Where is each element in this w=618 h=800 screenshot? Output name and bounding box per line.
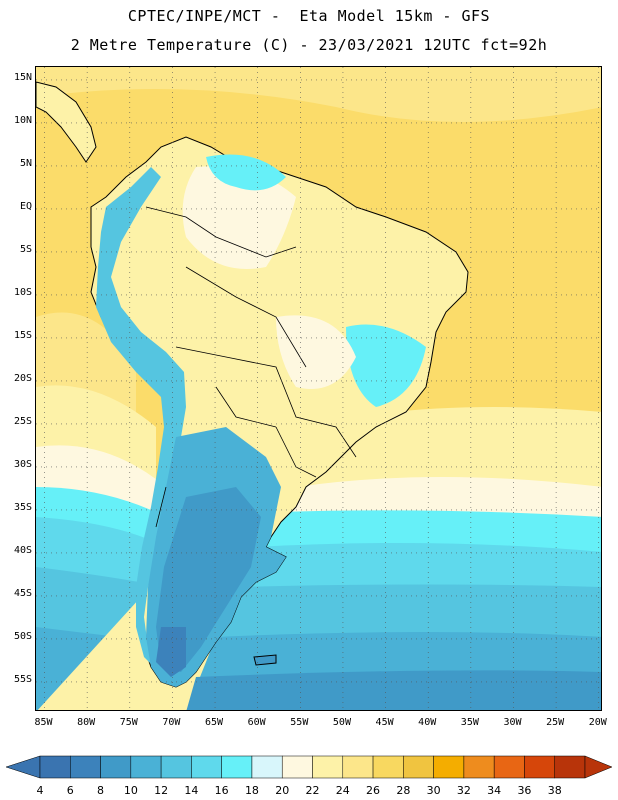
- longitude-label: 25W: [546, 717, 565, 728]
- map-subtitle: 2 Metre Temperature (C) - 23/03/2021 12U…: [70, 36, 548, 54]
- latitude-label: 5S: [19, 243, 32, 255]
- latitude-label: 10S: [13, 286, 32, 298]
- southern-tip-zone: [156, 627, 186, 677]
- longitude-label: 85W: [34, 717, 53, 728]
- latitude-label: 10N: [13, 114, 32, 126]
- colorbar-level-label: 12: [154, 784, 169, 797]
- colorbar-swatch: [221, 755, 253, 779]
- colorbar-level-label: 38: [547, 784, 562, 797]
- colorbar-swatch: [39, 755, 71, 779]
- colorbar-swatch: [493, 755, 525, 779]
- temperature-colorbar: [5, 755, 613, 779]
- colorbar-level-label: 24: [335, 784, 350, 797]
- latitude-label: 50S: [13, 630, 32, 642]
- patagonia-colder-core: [156, 487, 261, 672]
- latitude-label: 5N: [19, 157, 32, 169]
- latitude-label: 15S: [13, 329, 32, 341]
- longitude-label: 35W: [460, 717, 479, 728]
- latitude-label: 40S: [13, 544, 32, 556]
- map-title: CPTEC/INPE/MCT - Eta Model 15km - GFS: [127, 7, 491, 25]
- colorbar-swatch: [70, 755, 101, 779]
- longitude-label: 50W: [332, 717, 351, 728]
- colorbar-high-arrow: [584, 755, 613, 779]
- colorbar-level-label: 14: [184, 784, 199, 797]
- latitude-label: 30S: [13, 458, 32, 470]
- colorbar-swatch: [100, 755, 132, 779]
- latitude-label: EQ: [19, 200, 32, 212]
- colorbar-swatch: [433, 755, 465, 779]
- longitude-label: 75W: [119, 717, 138, 728]
- colorbar-swatch: [554, 755, 586, 779]
- longitude-label: 45W: [375, 717, 394, 728]
- temperature-map: [35, 66, 602, 711]
- amazon-cool-zone: [182, 166, 296, 269]
- colorbar-swatch: [342, 755, 374, 779]
- colorbar-swatch: [372, 755, 404, 779]
- andes-cold-strip: [96, 167, 186, 667]
- longitude-label: 80W: [77, 717, 96, 728]
- colorbar-level-label: 34: [487, 784, 502, 797]
- brazil-highlands-zone: [346, 324, 426, 407]
- colorbar-level-label: 18: [244, 784, 259, 797]
- colorbar-level-label: 8: [97, 784, 105, 797]
- colorbar-swatch: [130, 755, 162, 779]
- longitude-label: 30W: [503, 717, 522, 728]
- latitude-label: 55S: [13, 673, 32, 685]
- longitude-label: 40W: [418, 717, 437, 728]
- colorbar-level-label: 16: [214, 784, 229, 797]
- country-borders: [145, 206, 357, 528]
- central-brazil-zone: [276, 315, 356, 389]
- colorbar-level-label: 10: [123, 784, 138, 797]
- falkland-islands: [253, 654, 277, 666]
- longitude-label: 55W: [290, 717, 309, 728]
- colorbar-level-label: 30: [426, 784, 441, 797]
- north-ocean-band: [36, 67, 601, 122]
- colorbar-level-label: 36: [517, 784, 532, 797]
- colorbar-swatch: [312, 755, 344, 779]
- colorbar-level-label: 32: [456, 784, 471, 797]
- map-canvas: [36, 67, 601, 710]
- longitude-label: 65W: [205, 717, 224, 728]
- longitude-label: 70W: [162, 717, 181, 728]
- colorbar-level-label: 22: [305, 784, 320, 797]
- atlantic-band-7: [186, 670, 601, 710]
- latitude-label: 15N: [13, 71, 32, 83]
- colorbar-level-label: 28: [396, 784, 411, 797]
- colorbar-swatch: [160, 755, 192, 779]
- colorbar-low-arrow: [5, 755, 41, 779]
- central-america-landmass: [36, 81, 97, 163]
- latitude-label: 25S: [13, 415, 32, 427]
- colorbar-swatch: [524, 755, 555, 779]
- colorbar-swatch: [251, 755, 283, 779]
- latitude-label: 45S: [13, 587, 32, 599]
- colorbar-swatch: [463, 755, 495, 779]
- guiana-highlands-zone: [206, 154, 286, 191]
- latitude-label: 20S: [13, 372, 32, 384]
- colorbar-level-label: 6: [66, 784, 74, 797]
- longitude-label: 20W: [588, 717, 607, 728]
- latitude-label: 35S: [13, 501, 32, 513]
- colorbar-swatch: [403, 755, 434, 779]
- longitude-label: 60W: [247, 717, 266, 728]
- colorbar-level-label: 20: [275, 784, 290, 797]
- colorbar-swatch: [191, 755, 222, 779]
- colorbar-level-label: 26: [366, 784, 381, 797]
- colorbar-swatch: [281, 755, 313, 779]
- colorbar-level-label: 4: [36, 784, 44, 797]
